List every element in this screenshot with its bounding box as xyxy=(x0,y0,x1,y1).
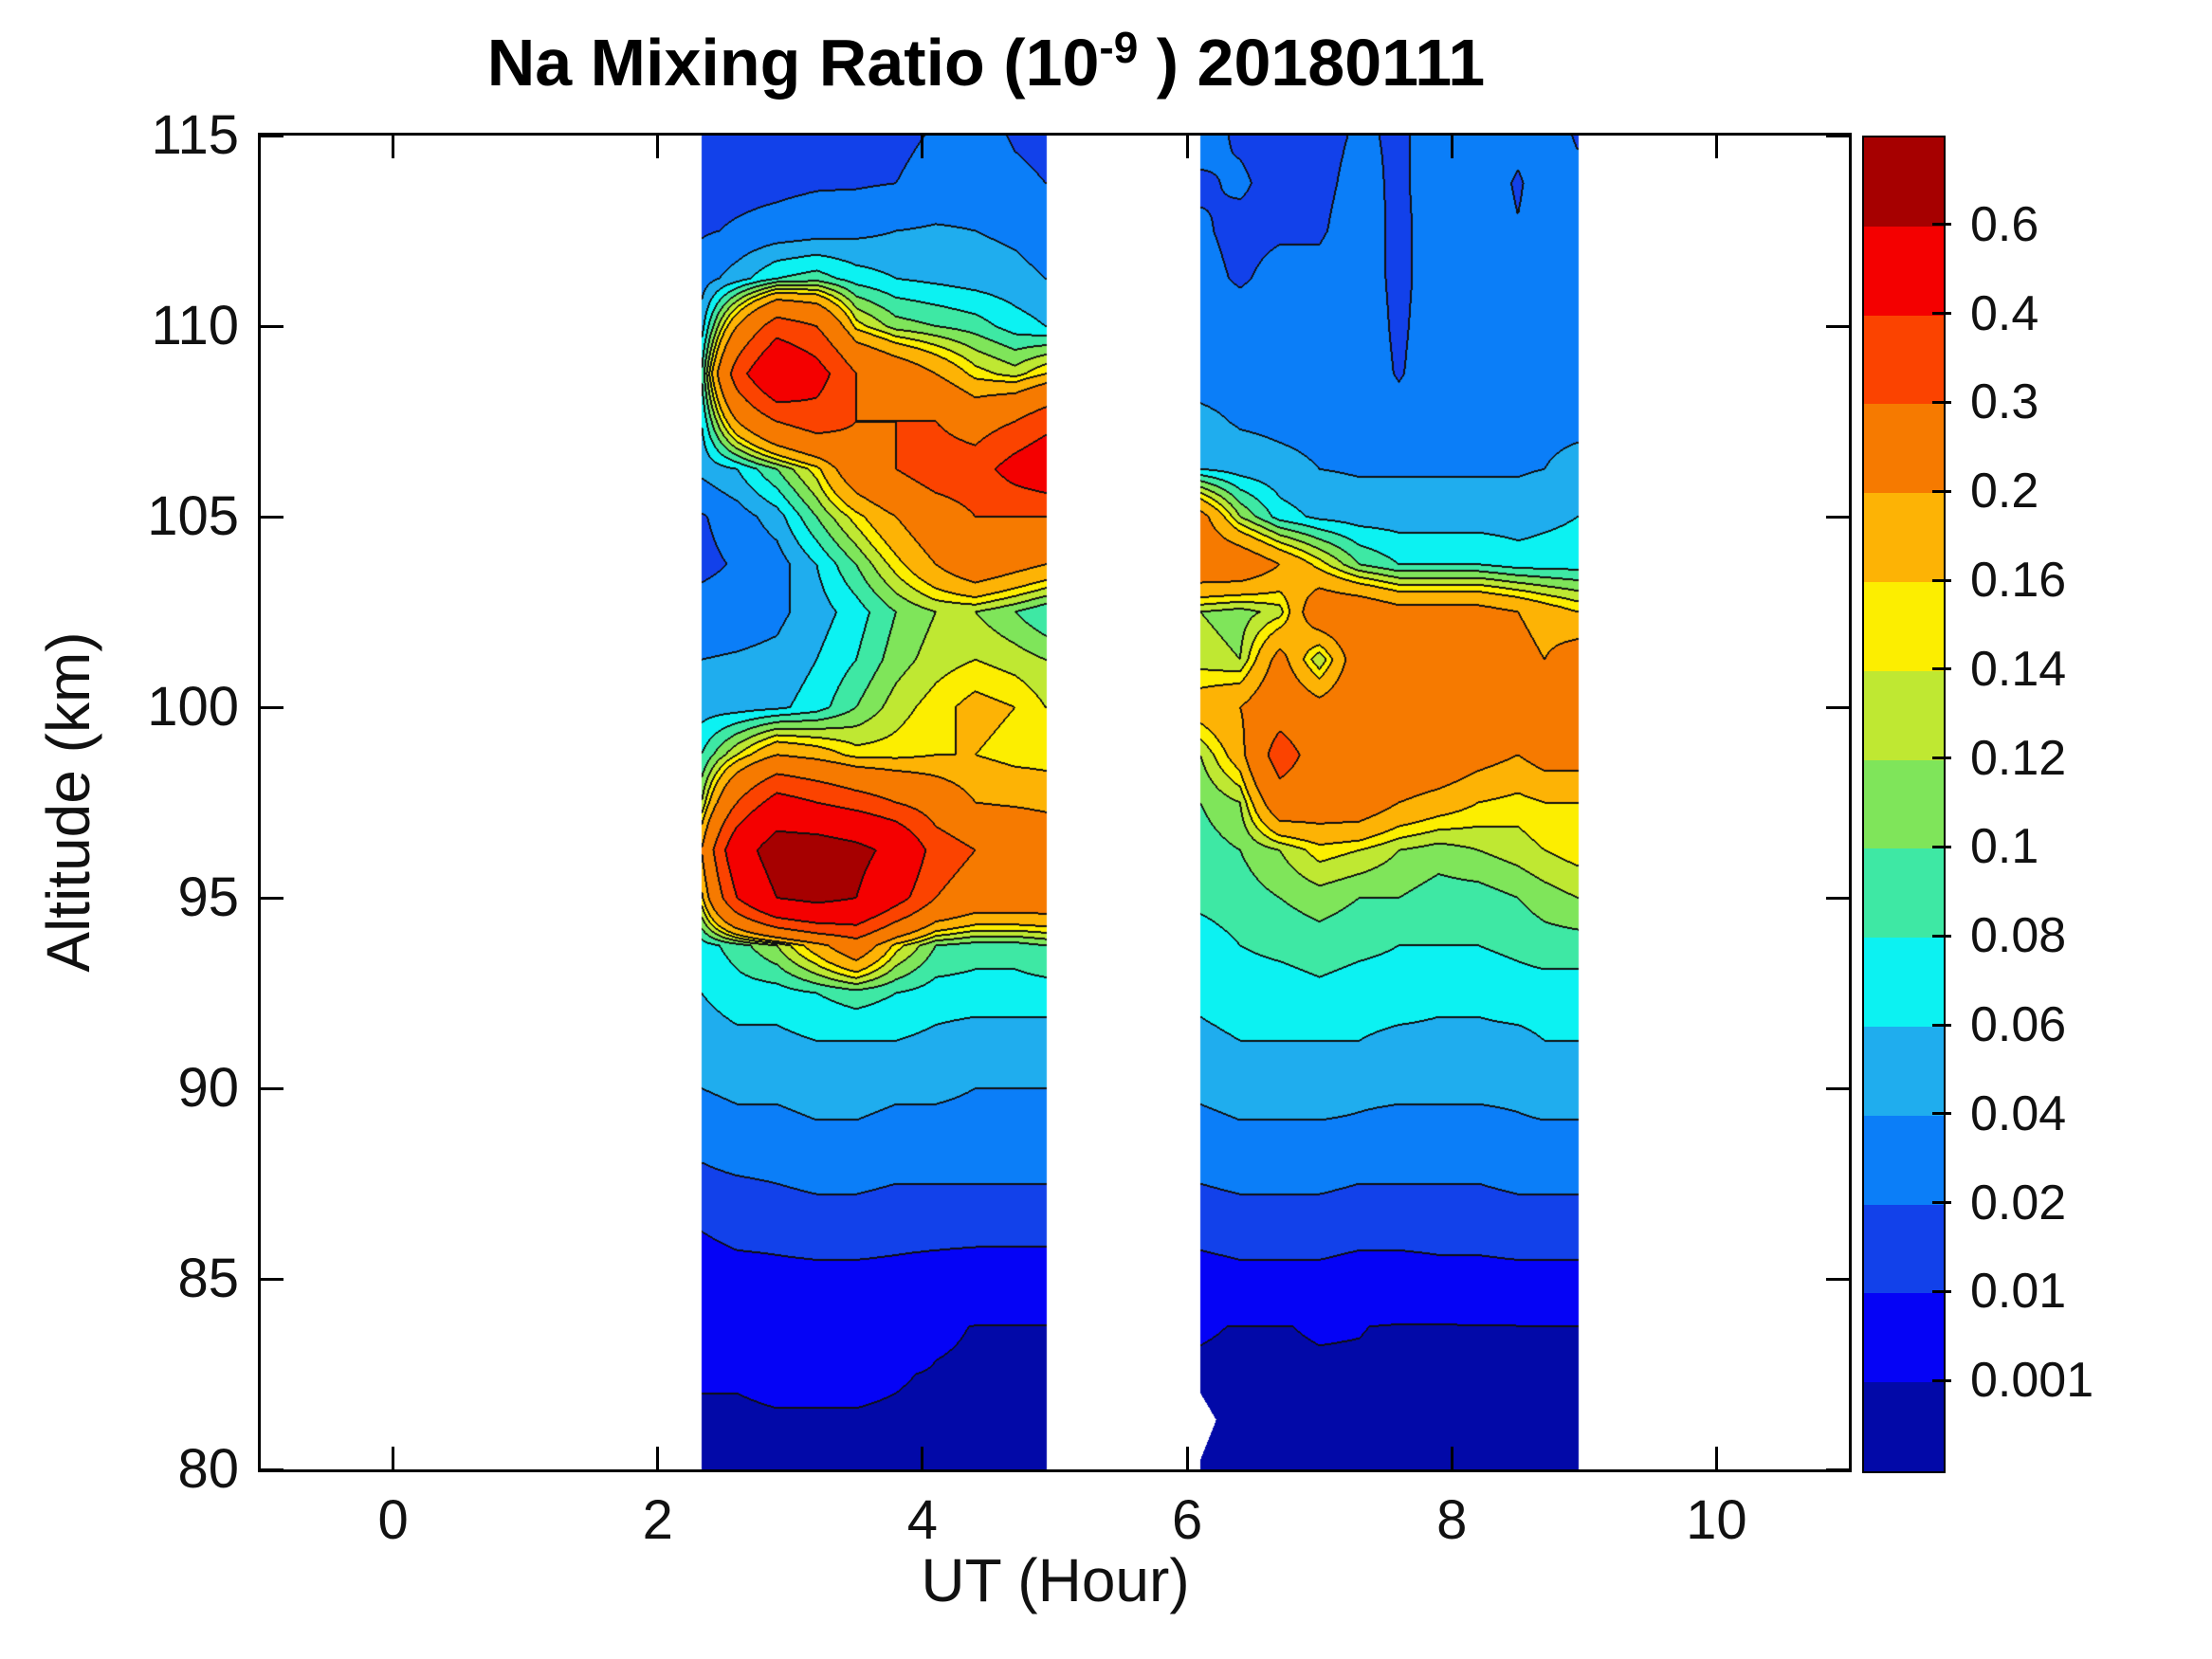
colorbar-segment xyxy=(1864,226,1944,316)
colorbar-tick-mark xyxy=(1932,223,1951,227)
colorbar-segment xyxy=(1864,938,1944,1027)
x-tick-label: 0 xyxy=(377,1489,409,1551)
colorbar-segment xyxy=(1864,404,1944,494)
y-tick-label: 85 xyxy=(177,1248,239,1309)
contour-plot-canvas xyxy=(261,136,1849,1469)
colorbar xyxy=(1862,136,1946,1473)
colorbar-segment xyxy=(1864,315,1944,405)
colorbar-tick-mark xyxy=(1932,1378,1951,1382)
y-tick-label: 90 xyxy=(177,1057,239,1119)
colorbar-tick-label: 0.02 xyxy=(1970,1175,2067,1231)
colorbar-tick-mark xyxy=(1932,667,1951,671)
colorbar-segment xyxy=(1864,137,1944,227)
chart-title: Na Mixing Ratio (10-9 ) 20180111 xyxy=(486,23,1486,100)
y-tick-label: 110 xyxy=(151,295,239,356)
colorbar-segment xyxy=(1864,1382,1944,1471)
colorbar-segment xyxy=(1864,1293,1944,1383)
colorbar-tick-mark xyxy=(1932,1201,1951,1205)
colorbar-tick-label: 0.1 xyxy=(1970,819,2039,875)
x-tick-label: 6 xyxy=(1171,1489,1203,1551)
colorbar-tick-label: 0.6 xyxy=(1970,196,2039,252)
y-tick-label: 100 xyxy=(147,676,239,738)
colorbar-segment xyxy=(1864,670,1944,760)
colorbar-tick-label: 0.3 xyxy=(1970,374,2039,430)
x-tick-label: 10 xyxy=(1686,1489,1747,1551)
colorbar-tick-label: 0.001 xyxy=(1970,1353,2094,1409)
colorbar-segment xyxy=(1864,848,1944,939)
colorbar-tick-label: 0.16 xyxy=(1970,553,2067,608)
colorbar-tick-mark xyxy=(1932,1023,1951,1027)
colorbar-segment xyxy=(1864,1204,1944,1294)
y-axis-label: Altitude (km) xyxy=(34,631,102,973)
colorbar-tick-label: 0.14 xyxy=(1970,641,2067,697)
colorbar-segment xyxy=(1864,581,1944,671)
colorbar-tick-label: 0.01 xyxy=(1970,1264,2067,1320)
x-axis-label: UT (Hour) xyxy=(921,1546,1190,1614)
colorbar-tick-mark xyxy=(1932,1289,1951,1293)
colorbar-tick-mark xyxy=(1932,757,1951,760)
y-tick-label: 95 xyxy=(177,866,239,928)
colorbar-tick-mark xyxy=(1932,934,1951,938)
colorbar-tick-mark xyxy=(1932,400,1951,404)
colorbar-tick-label: 0.4 xyxy=(1970,285,2039,341)
colorbar-tick-mark xyxy=(1932,312,1951,316)
x-tick-label: 4 xyxy=(906,1489,939,1551)
y-tick-label: 80 xyxy=(177,1438,239,1500)
colorbar-tick-mark xyxy=(1932,489,1951,493)
colorbar-tick-label: 0.2 xyxy=(1970,464,2039,520)
colorbar-segment xyxy=(1864,1026,1944,1116)
chart-title-exponent: -9 xyxy=(1099,23,1139,72)
colorbar-tick-mark xyxy=(1932,578,1951,582)
chart-title-suffix: ) 20180111 xyxy=(1138,26,1486,100)
chart-title-prefix: Na Mixing Ratio (10 xyxy=(486,26,1100,100)
x-tick-label: 8 xyxy=(1436,1489,1468,1551)
colorbar-tick-mark xyxy=(1932,1112,1951,1116)
colorbar-tick-label: 0.08 xyxy=(1970,908,2067,964)
colorbar-tick-label: 0.12 xyxy=(1970,730,2067,786)
colorbar-segment xyxy=(1864,493,1944,582)
colorbar-tick-mark xyxy=(1932,845,1951,848)
colorbar-tick-label: 0.06 xyxy=(1970,997,2067,1052)
y-tick-label: 105 xyxy=(147,485,239,547)
x-tick-label: 2 xyxy=(642,1489,673,1551)
colorbar-tick-label: 0.04 xyxy=(1970,1085,2067,1141)
y-tick-label: 115 xyxy=(151,104,239,166)
colorbar-segment xyxy=(1864,1115,1944,1205)
colorbar-segment xyxy=(1864,759,1944,849)
